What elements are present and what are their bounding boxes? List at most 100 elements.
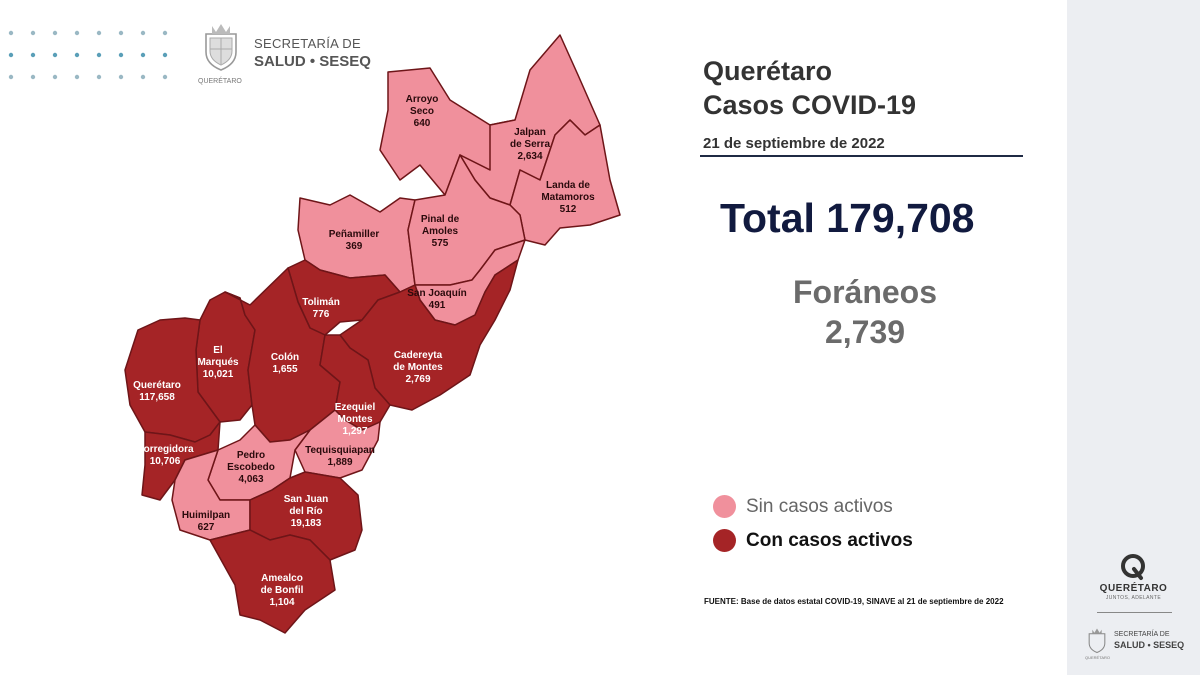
decor-dot — [8, 74, 14, 80]
region-tequisquiapan — [294, 409, 381, 479]
municipality-name: de Montes — [393, 362, 443, 373]
municipality-name: Amoles — [422, 226, 459, 237]
legend-label-active: Con casos activos — [746, 530, 913, 551]
decor-dot — [74, 74, 80, 80]
decor-dot — [8, 30, 14, 36]
sidebar-secretaria-label: SECRETARÍA DE — [1114, 631, 1170, 638]
queretaro-q-icon — [1121, 554, 1145, 580]
municipality-name: de Bonfil — [261, 585, 304, 596]
decor-dot — [74, 30, 80, 36]
municipality-label: Cadereyta de Montes 2,769 — [393, 350, 443, 385]
municipality-label: Pedro Escobedo 4,063 — [227, 450, 275, 485]
title-line-1: Querétaro — [703, 56, 833, 86]
municipality-name: Peñamiller — [329, 229, 380, 240]
municipality-name: Seco — [410, 106, 434, 117]
decor-dot — [140, 30, 146, 36]
municipality-cases: 2,634 — [517, 151, 542, 162]
municipality-cases: 627 — [198, 522, 215, 533]
municipality-label: Corregidora 10,706 — [136, 444, 194, 467]
legend-label-inactive: Sin casos activos — [746, 496, 893, 517]
municipality-cases: 575 — [432, 238, 449, 249]
municipality-name: Escobedo — [227, 462, 275, 473]
municipality-name: Huimilpan — [182, 510, 230, 521]
region-amealco-de-bonfil — [209, 529, 336, 634]
state-subtitle: QUERÉTARO — [198, 78, 242, 85]
decor-dot — [140, 52, 146, 58]
sidebar-state-subtitle: QUERÉTARO — [1085, 655, 1111, 660]
secretaria-name: SALUD • SESEQ — [254, 53, 371, 70]
decor-dot — [140, 74, 146, 80]
municipality-label: Ezequiel Montes 1,297 — [335, 402, 376, 437]
municipality-label: Pinal de Amoles 575 — [421, 214, 460, 249]
decor-dot — [118, 74, 124, 80]
municipality-name: Pinal de — [421, 214, 460, 225]
municipality-cases: 4,063 — [238, 474, 263, 485]
secretaria-label: SECRETARÍA DE — [254, 36, 361, 51]
municipality-label: El Marqués 10,021 — [197, 345, 239, 380]
municipality-label: Querétaro 117,658 — [133, 380, 181, 403]
municipality-name: Corregidora — [136, 444, 194, 455]
decor-dot — [30, 74, 36, 80]
municipality-cases: 2,769 — [405, 374, 430, 385]
municipality-cases: 1,104 — [269, 597, 294, 608]
municipality-name: Pedro — [237, 450, 265, 461]
brand-tagline: JUNTOS, ADELANTE — [1105, 595, 1162, 601]
decor-dot — [162, 30, 168, 36]
municipality-label: Tolimán 776 — [302, 297, 340, 320]
municipality-label: San Joaquín 491 — [407, 288, 466, 311]
municipality-cases: 1,297 — [342, 426, 367, 437]
decor-dot — [118, 52, 124, 58]
total-cases: Total 179,708 — [720, 195, 975, 241]
municipality-cases: 10,021 — [203, 369, 234, 380]
municipality-label: Colón 1,655 — [271, 352, 299, 375]
report-date: 21 de septiembre de 2022 — [703, 135, 885, 152]
decor-dot — [52, 30, 58, 36]
decorative-dot-grid — [8, 30, 168, 80]
municipality-cases: 10,706 — [150, 456, 181, 467]
municipality-label: Peñamiller 369 — [329, 229, 380, 252]
municipality-name: El — [213, 345, 223, 356]
sidebar-secretaria-name: SALUD • SESEQ — [1114, 640, 1185, 650]
municipality-name: San Juan — [284, 494, 328, 505]
title-divider — [700, 155, 1023, 157]
municipality-cases: 776 — [313, 309, 330, 320]
decor-dot — [30, 30, 36, 36]
municipality-label: Tequisquiapan 1,889 — [305, 445, 375, 468]
municipality-label: Jalpan de Serra 2,634 — [510, 127, 550, 162]
foraneos-label: Foráneos — [792, 274, 938, 310]
municipality-name: Matamoros — [541, 192, 595, 203]
municipality-cases: 369 — [346, 241, 363, 252]
decor-dot — [162, 52, 168, 58]
municipality-label: Landa de Matamoros 512 — [541, 180, 595, 215]
decor-dot — [162, 74, 168, 80]
municipality-label: San Juan del Río 19,183 — [284, 494, 328, 529]
municipality-name: de Serra — [510, 139, 550, 150]
municipality-name: Amealco — [261, 573, 303, 584]
decor-dot — [96, 74, 102, 80]
source-note: FUENTE: Base de datos estatal COVID-19, … — [704, 597, 1004, 606]
foraneos-value: 2,739 — [824, 314, 906, 350]
brand-name: QUERÉTARO — [1099, 583, 1168, 594]
region-landa-de-matamoros — [509, 119, 621, 246]
decor-dot — [30, 52, 36, 58]
municipality-name: Cadereyta — [394, 350, 443, 361]
municipality-cases: 640 — [414, 118, 431, 129]
legend-dot-active — [713, 529, 736, 552]
municipality-cases: 19,183 — [291, 518, 322, 529]
municipality-name: Jalpan — [514, 127, 546, 138]
decor-dot — [96, 52, 102, 58]
sidebar-divider — [1097, 612, 1172, 613]
municipality-cases: 1,889 — [327, 457, 352, 468]
title-line-2: Casos COVID-19 — [703, 90, 917, 120]
municipality-name: Tolimán — [302, 297, 340, 308]
municipality-label: Huimilpan 627 — [182, 510, 230, 533]
municipality-label: Arroyo Seco 640 — [406, 94, 439, 129]
municipality-name: Marqués — [197, 357, 239, 368]
queretaro-covid-map: Arroyo Seco 640 Jalpan de Serra 2,634 Landa de… — [124, 34, 621, 634]
decor-dot — [52, 74, 58, 80]
municipality-cases: 491 — [429, 300, 446, 311]
state-seal-small-icon — [1088, 628, 1106, 654]
state-seal-icon — [205, 24, 237, 71]
decor-dot — [118, 30, 124, 36]
sidebar-branding: QUERÉTARO JUNTOS, ADELANTE SECRETARÍA DE… — [1067, 0, 1200, 675]
